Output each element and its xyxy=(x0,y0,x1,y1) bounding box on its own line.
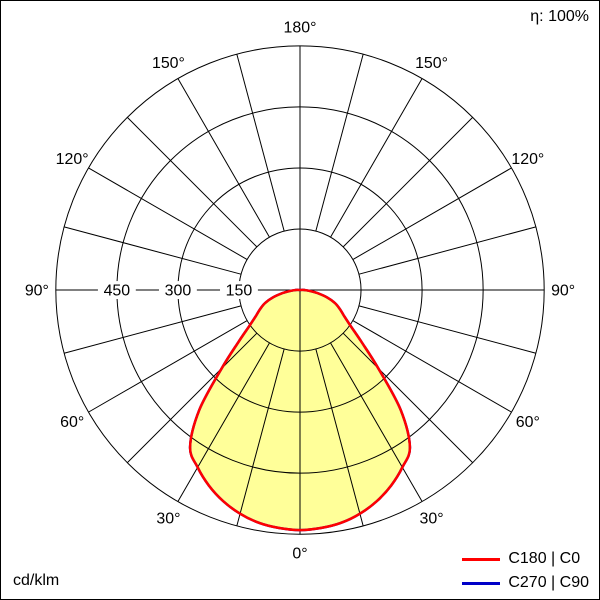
angle-label: 120° xyxy=(56,151,89,168)
grid-radial-line xyxy=(342,332,473,464)
grid-radial-line xyxy=(63,305,242,354)
grid-radial-line xyxy=(342,117,473,248)
legend-label-c180-c0: C180 | C0 xyxy=(508,550,581,567)
grid-radial-line xyxy=(352,320,512,413)
legend-line-c270-c90 xyxy=(462,581,501,585)
unit-label: cd/klm xyxy=(13,572,60,589)
ring-label-backing xyxy=(97,281,136,300)
grid-radial-line xyxy=(330,342,423,502)
legend: C180 | C0 C270 | C90 xyxy=(462,550,589,592)
angle-label: 120° xyxy=(511,151,544,168)
angle-label: 150° xyxy=(415,55,448,72)
grid-radial-line xyxy=(352,167,512,260)
angle-label: 90° xyxy=(551,283,575,300)
legend-label-c270-c90: C270 | C90 xyxy=(508,574,589,591)
angle-label: 150° xyxy=(152,55,185,72)
ring-value-labels: 150 300 450 xyxy=(97,281,258,300)
grid-radial-line xyxy=(177,342,270,502)
angle-label: 30° xyxy=(420,510,444,527)
polar-grid xyxy=(55,45,545,535)
grid-radial-line xyxy=(236,53,285,232)
grid-radial-line xyxy=(315,53,364,232)
curve-c180-c0 xyxy=(188,288,412,532)
angle-labels: 0° 30° 30° 60° 60° 90° 90° 120° 120° 150° 150° 180° xyxy=(25,19,575,562)
legend-item-c270-c90: C270 | C90 xyxy=(462,574,589,592)
angle-label: 0° xyxy=(292,546,307,563)
grid-radial-line xyxy=(358,305,537,354)
ring-value-label: 150 xyxy=(226,283,253,300)
grid-radial-line xyxy=(358,226,537,275)
grid-radial-line xyxy=(88,167,248,260)
grid-radial-line xyxy=(127,332,258,464)
grid-radial-line xyxy=(236,348,285,527)
ring-value-label: 450 xyxy=(104,283,131,300)
grid-radial-line xyxy=(177,78,270,238)
angle-label: 30° xyxy=(156,510,180,527)
ring-label-backing xyxy=(158,281,197,300)
grid-radial-line xyxy=(88,320,248,413)
ring-value-label: 300 xyxy=(165,283,192,300)
angle-label: 90° xyxy=(25,283,49,300)
grid-radial-line xyxy=(315,348,364,527)
angle-label: 180° xyxy=(284,19,317,36)
legend-line-c180-c0 xyxy=(462,557,501,561)
angle-label: 60° xyxy=(516,414,540,431)
intensity-curves xyxy=(188,288,412,532)
ring-label-backing xyxy=(220,281,258,300)
grid-radial-line xyxy=(63,226,242,275)
grid-radial-line xyxy=(127,117,258,248)
angle-label: 60° xyxy=(60,414,84,431)
efficiency-label: η: 100% xyxy=(530,8,589,25)
grid-radial-line xyxy=(330,78,423,238)
legend-item-c180-c0: C180 | C0 xyxy=(462,550,589,568)
